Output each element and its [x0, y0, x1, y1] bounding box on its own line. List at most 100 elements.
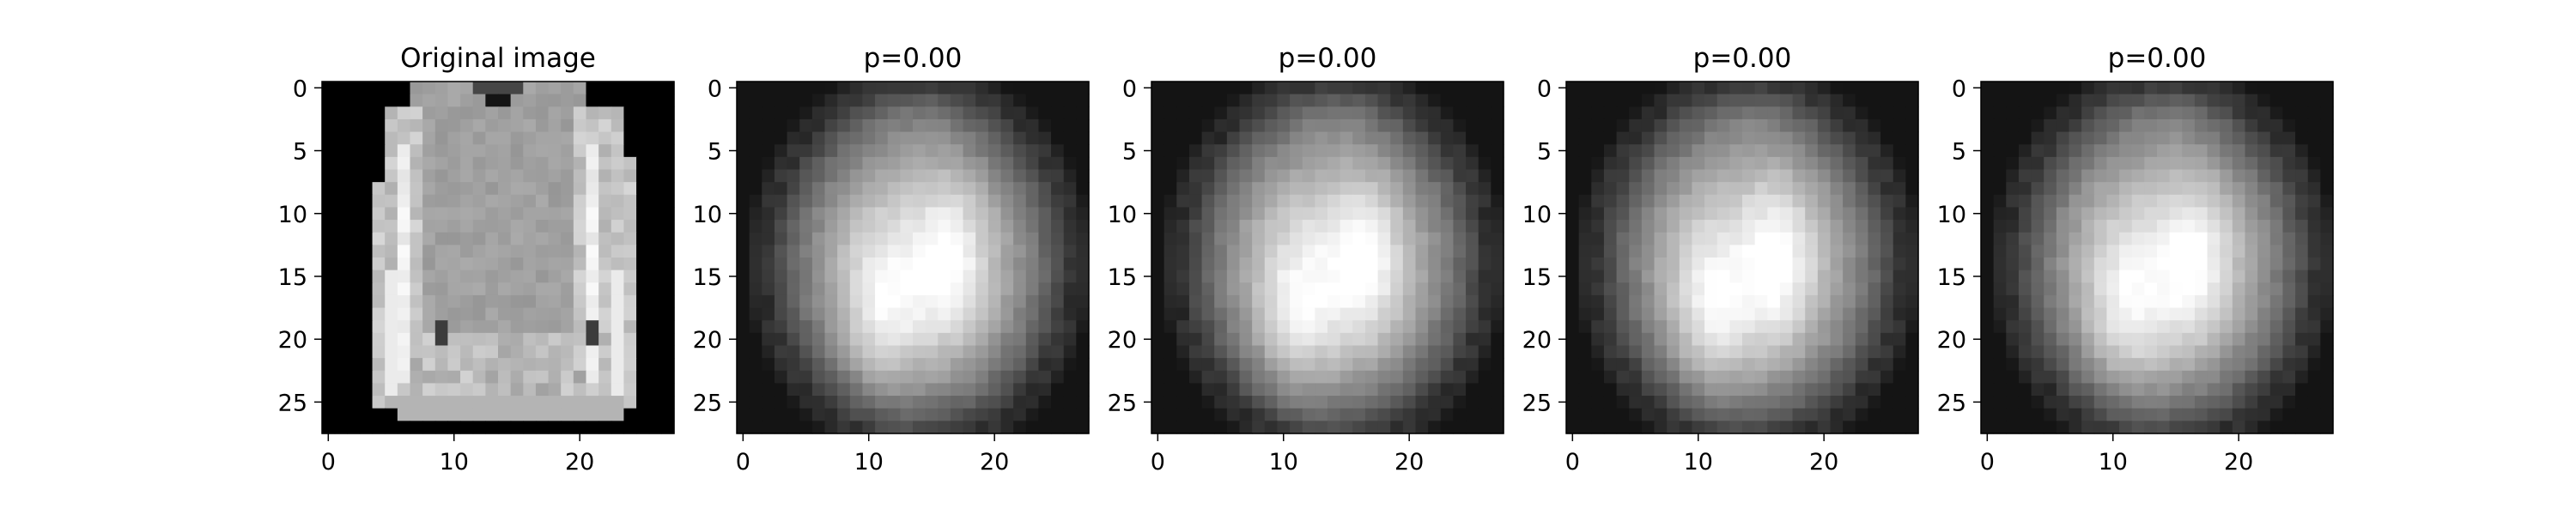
pixel-cell	[2320, 308, 2333, 321]
pixel-cell	[1717, 421, 1730, 433]
pixel-cell	[2220, 245, 2233, 258]
pixel-cell	[1793, 295, 1806, 308]
pixel-cell	[1667, 258, 1680, 270]
y-tick-label: 15	[1522, 264, 1552, 291]
pixel-cell	[737, 144, 750, 157]
pixel-cell	[1365, 295, 1378, 308]
pixel-cell	[536, 119, 549, 132]
pixel-cell	[1227, 144, 1240, 157]
pixel-cell	[775, 295, 787, 308]
pixel-cell	[1831, 233, 1844, 245]
pixel-cell	[447, 157, 460, 170]
pixel-cell	[2069, 282, 2082, 295]
pixel-cell	[623, 220, 636, 233]
pixel-cell	[1164, 132, 1177, 145]
pixel-cell	[862, 282, 875, 295]
pixel-cell	[1780, 144, 1793, 157]
pixel-cell	[1176, 106, 1189, 119]
pixel-cell	[373, 421, 386, 433]
pixel-cell	[2044, 371, 2057, 384]
pixel-cell	[1051, 396, 1064, 409]
pixel-cell	[1265, 144, 1278, 157]
pixel-cell	[1566, 421, 1579, 433]
pixel-cell	[1579, 195, 1592, 208]
pixel-cell	[410, 182, 423, 195]
pixel-cell	[1729, 119, 1742, 132]
pixel-cell	[1994, 82, 2007, 94]
pixel-cell	[1327, 282, 1340, 295]
pixel-cell	[2019, 282, 2032, 295]
pixel-cell	[2195, 295, 2208, 308]
pixel-cell	[2081, 195, 2094, 208]
pixel-cell	[1176, 308, 1189, 321]
pixel-cell	[1064, 358, 1077, 371]
pixel-cell	[988, 396, 1001, 409]
pixel-cell	[988, 245, 1001, 258]
pixel-cell	[536, 371, 549, 384]
pixel-cell	[460, 371, 473, 384]
pixel-cell	[975, 132, 988, 145]
pixel-cell	[1441, 333, 1454, 346]
pixel-cell	[1227, 282, 1240, 295]
pixel-cell	[1303, 170, 1315, 183]
pixel-cell	[787, 119, 800, 132]
pixel-cell	[1831, 358, 1844, 371]
pixel-cell	[1365, 346, 1378, 359]
pixel-cell	[1441, 157, 1454, 170]
pixel-cell	[1767, 195, 1780, 208]
pixel-cell	[1729, 195, 1742, 208]
pixel-cell	[2044, 195, 2057, 208]
pixel-cell	[913, 94, 926, 107]
pixel-cell	[1076, 106, 1089, 119]
pixel-cell	[1214, 421, 1227, 433]
pixel-cell	[347, 82, 360, 94]
pixel-cell	[1667, 207, 1680, 220]
pixel-cell	[1755, 82, 1768, 94]
pixel-cell	[1038, 358, 1051, 371]
pixel-cell	[2057, 182, 2069, 195]
pixel-cell	[1164, 371, 1177, 384]
pixel-cell	[549, 270, 562, 283]
pixel-cell	[1252, 132, 1265, 145]
pixel-cell	[938, 421, 951, 433]
pixel-cell	[1479, 233, 1492, 245]
pixel-cell	[347, 144, 360, 157]
pixel-cell	[1843, 258, 1856, 270]
pixel-cell	[2295, 421, 2308, 433]
pixel-cell	[649, 182, 662, 195]
pixel-cell	[649, 346, 662, 359]
pixel-cell	[1655, 282, 1668, 295]
pixel-cell	[1151, 396, 1164, 409]
pixel-cell	[1315, 94, 1327, 107]
pixel-cell	[511, 320, 524, 333]
pixel-cell	[2170, 421, 2183, 433]
y-tick-label: 10	[1108, 202, 1137, 228]
pixel-cell	[1780, 195, 1793, 208]
pixel-cell	[2195, 358, 2208, 371]
pixel-cell	[787, 270, 800, 283]
pixel-cell	[1441, 233, 1454, 245]
pixel-cell	[561, 295, 574, 308]
pixel-cell	[1680, 371, 1692, 384]
pixel-cell	[837, 421, 850, 433]
pixel-cell	[511, 333, 524, 346]
pixel-cell	[498, 170, 511, 183]
pixel-cell	[1479, 207, 1492, 220]
pixel-cell	[1428, 170, 1441, 183]
pixel-cell	[951, 396, 963, 409]
pixel-cell	[1667, 82, 1680, 94]
pixel-cell	[636, 207, 649, 220]
pixel-cell	[511, 182, 524, 195]
pixel-cell	[1680, 195, 1692, 208]
pixel-cell	[1642, 94, 1655, 107]
pixel-cell	[322, 409, 335, 421]
pixel-cell	[2132, 308, 2145, 321]
pixel-cell	[661, 409, 674, 421]
pixel-cell	[360, 308, 373, 321]
pixel-cell	[1604, 106, 1617, 119]
pixel-cell	[498, 421, 511, 433]
pixel-cell	[1428, 396, 1441, 409]
pixel-cell	[1591, 220, 1604, 233]
pixel-cell	[574, 207, 586, 220]
pixel-cell	[1667, 371, 1680, 384]
